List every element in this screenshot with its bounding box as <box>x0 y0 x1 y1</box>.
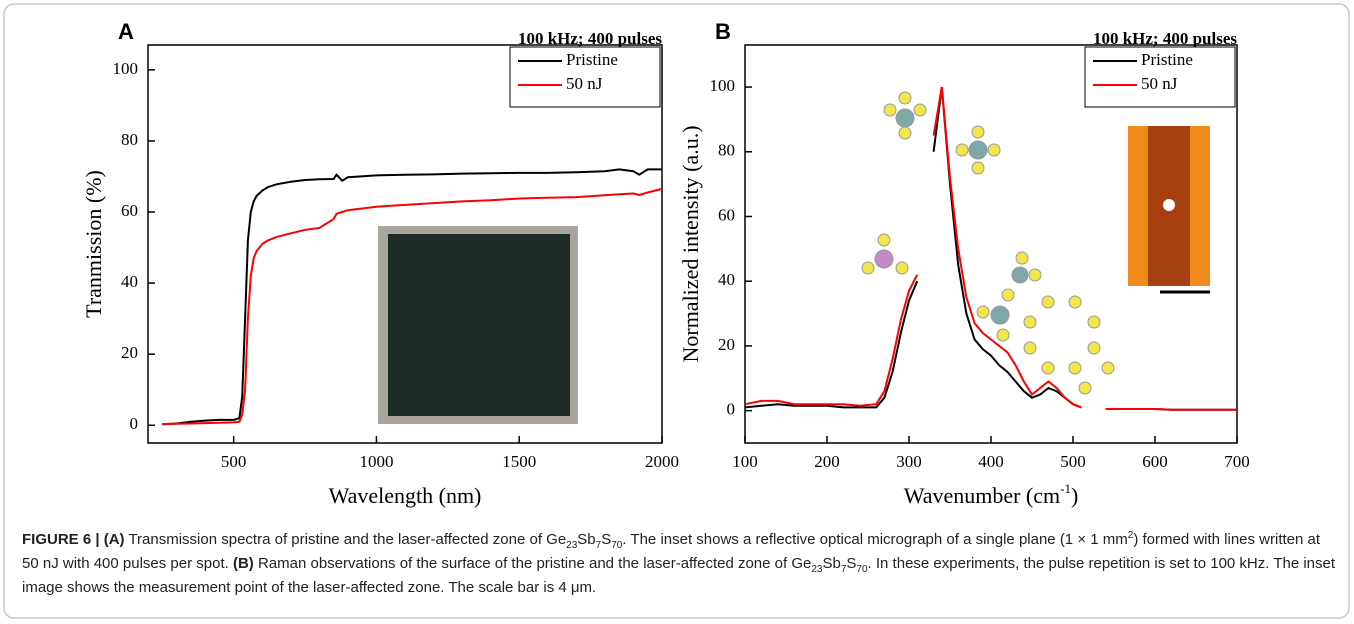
legend-label: Pristine <box>1141 50 1193 69</box>
series-line <box>162 187 663 426</box>
inset-photo <box>378 226 578 424</box>
panel-label: A <box>118 19 134 44</box>
caption-text: 23 <box>566 540 578 551</box>
caption-text: 23 <box>811 564 823 575</box>
caption-text: . In these experiments, the pulse repeti… <box>22 555 1336 596</box>
caption-text: S <box>601 531 612 548</box>
caption-text: . The inset shows a reflective optical m… <box>622 531 1128 548</box>
caption-text: 70 <box>611 540 623 551</box>
caption-text: ) formed with lines written at 50 nJ wit… <box>22 531 1321 572</box>
x-tick-label: 200 <box>814 452 840 471</box>
caption-text: 7 <box>840 564 847 575</box>
legend-label: 50 nJ <box>1141 74 1178 93</box>
x-tick-label: 500 <box>221 452 247 471</box>
y-tick-label: 20 <box>121 343 138 362</box>
y-axis-label: Normalized intensity (a.u.) <box>678 125 703 362</box>
y-tick-label: 80 <box>718 141 735 160</box>
y-tick-label: 0 <box>727 400 736 419</box>
legend-label: 50 nJ <box>566 74 603 93</box>
caption-text: 70 <box>856 564 868 575</box>
x-tick-label: 1500 <box>502 452 536 471</box>
y-tick-label: 60 <box>121 201 138 220</box>
caption-text: Transmission spectra of pristine and the… <box>124 531 567 548</box>
x-tick-label: 600 <box>1142 452 1168 471</box>
caption: FIGURE 6 | (A) Transmission spectra of p… <box>22 528 1340 600</box>
x-tick-label: 400 <box>978 452 1004 471</box>
y-tick-label: 20 <box>718 335 735 354</box>
label-part: -1 <box>1060 481 1071 496</box>
y-tick-label: 100 <box>710 76 736 95</box>
series-line <box>744 86 1237 411</box>
caption-text: FIGURE 6 | (A) <box>22 531 125 548</box>
y-tick-label: 80 <box>121 130 138 149</box>
y-tick-label: 40 <box>121 272 138 291</box>
x-tick-label: 500 <box>1060 452 1086 471</box>
y-tick-label: 60 <box>718 205 735 224</box>
y-tick-label: 100 <box>113 59 139 78</box>
x-tick-label: 1000 <box>359 452 393 471</box>
figure-border <box>3 3 1350 619</box>
caption-text: Raman observations of the surface of the… <box>253 555 812 572</box>
x-tick-label: 2000 <box>645 452 679 471</box>
caption-text: (B) <box>232 555 254 572</box>
annotation: 100 kHz; 400 pulses <box>518 29 662 48</box>
legend-label: Pristine <box>566 50 618 69</box>
caption-text: Sb <box>577 531 596 548</box>
panel-label: B <box>715 19 731 44</box>
x-tick-label: 100 <box>732 452 758 471</box>
inset-micrograph <box>1128 126 1210 294</box>
caption-text: Sb <box>822 555 841 572</box>
molecule-icons <box>861 91 1115 395</box>
x-tick-label: 300 <box>896 452 922 471</box>
x-axis-label: Wavelength (nm) <box>329 483 482 508</box>
y-tick-label: 0 <box>130 414 139 433</box>
legend-box <box>1084 46 1236 108</box>
caption-text: S <box>846 555 857 572</box>
series-line <box>162 168 662 426</box>
legend-box <box>509 46 661 108</box>
plot-frame <box>147 44 663 444</box>
label-part: ) <box>1071 483 1078 508</box>
x-axis-label: Wavenumber (cm-1) <box>904 481 1079 508</box>
y-axis-label: Tranmission (%) <box>81 170 106 318</box>
y-tick-label: 40 <box>718 270 735 289</box>
annotation: 100 kHz; 400 pulses <box>1093 29 1237 48</box>
caption-text: 7 <box>595 540 602 551</box>
label-part: Wavenumber (cm <box>904 483 1060 508</box>
caption-text: 2 <box>1127 530 1134 541</box>
x-tick-label: 700 <box>1224 452 1250 471</box>
